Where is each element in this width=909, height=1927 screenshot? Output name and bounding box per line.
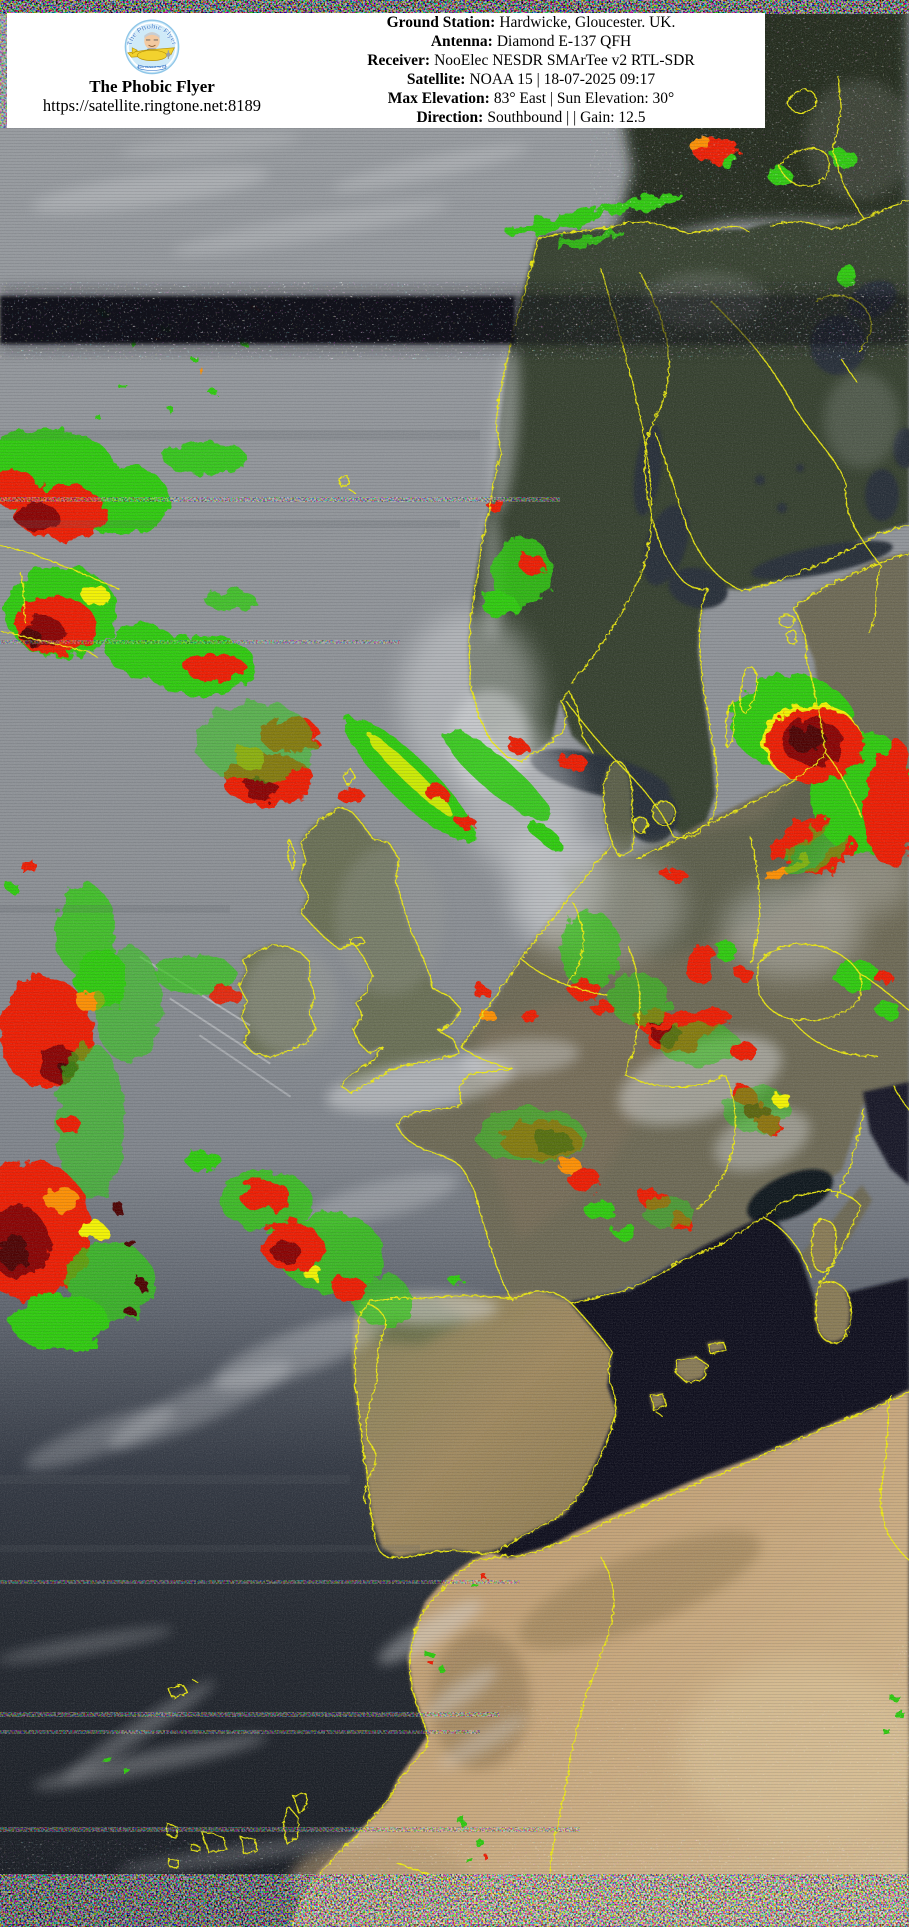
branding-column: The Phobic Flyer WHO LEARNT TO FLY The P… [7, 13, 297, 128]
antenna-line: Antenna: Diamond E-137 QFH [430, 32, 632, 50]
capture-details: Ground Station: Hardwicke, Gloucester. UK… [297, 13, 765, 128]
max-elevation-line: Max Elevation: 83° East | Sun Elevation: … [387, 89, 675, 107]
station-url: https://satellite.ringtone.net:8189 [42, 96, 262, 115]
receiver-line: Receiver: NooElec NESDR SMArTee v2 RTL-SD… [367, 51, 695, 69]
station-info-panel: The Phobic Flyer WHO LEARNT TO FLY The P… [7, 13, 765, 128]
station-title: The Phobic Flyer [89, 77, 215, 96]
satellite-line: Satellite: NOAA 15 | 18-07-2025 09:17 [406, 70, 656, 88]
ground-station-line: Ground Station: Hardwicke, Gloucester. UK… [386, 14, 676, 31]
direction-line: Direction: Southbound | | Gain: 12.5 [416, 108, 646, 126]
logo-banner-text: WHO LEARNT TO FLY [137, 65, 167, 69]
phobic-flyer-logo-icon: The Phobic Flyer WHO LEARNT TO FLY [124, 19, 180, 75]
